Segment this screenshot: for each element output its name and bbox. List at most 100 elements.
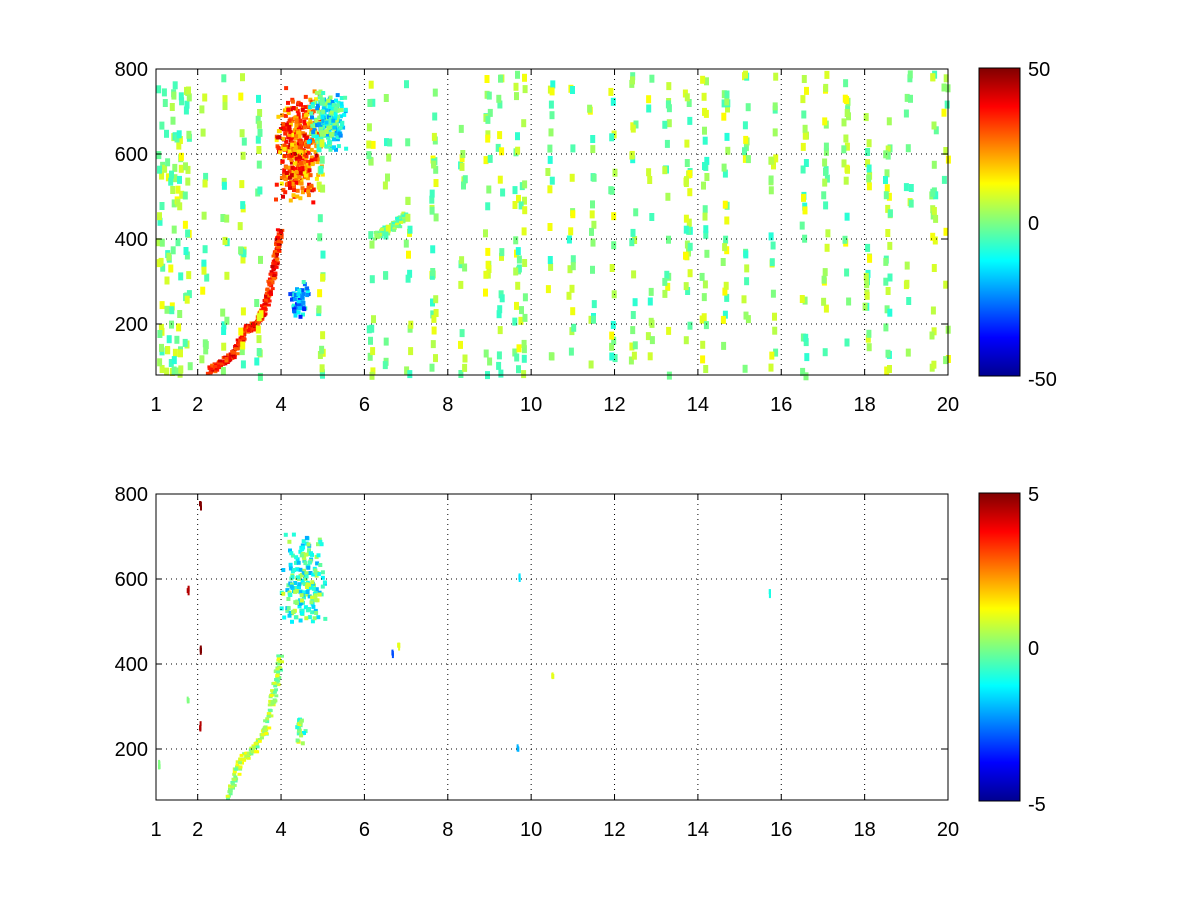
heatmap-cell [433, 295, 439, 304]
heatmap-cell [666, 371, 672, 380]
heatmap-cell [803, 338, 809, 347]
y-tick-labels-top: 200 400 600 800 [115, 59, 948, 336]
heatmap-cell [304, 149, 309, 154]
heatmap-cell [722, 169, 728, 178]
heatmap-cell [771, 161, 776, 170]
heatmap-cell [702, 280, 708, 289]
heatmap-cell [589, 227, 594, 236]
heatmap-cell [370, 98, 376, 107]
heatmap-cell [301, 292, 306, 297]
heatmap-cell [263, 298, 268, 302]
heatmap-cell [590, 145, 596, 154]
heatmap-cell [291, 610, 296, 615]
heatmap-cell [199, 649, 202, 655]
heatmap-cell [314, 134, 319, 139]
heatmap-cell [741, 295, 747, 304]
heatmap-cell [224, 316, 230, 325]
heatmap-cell [270, 281, 275, 285]
heatmap-cell [368, 80, 374, 89]
heatmap-cell [430, 310, 436, 319]
heatmap-cell [721, 341, 727, 350]
heatmap-cell [885, 204, 891, 213]
heatmap-cell [887, 241, 893, 250]
heatmap-cell [311, 104, 315, 109]
heatmap-cell [175, 185, 181, 194]
heatmap-cell [334, 147, 338, 152]
heatmap-cell [288, 136, 293, 141]
heatmap-cell [273, 699, 278, 703]
heatmap-cell [566, 291, 572, 300]
heatmap-cell [305, 160, 310, 164]
heatmap-cell [590, 135, 596, 143]
heatmap-cell [280, 660, 284, 664]
heatmap-cell [203, 172, 209, 181]
heatmap-cell [290, 297, 294, 302]
heatmap-cell [254, 320, 259, 324]
heatmap-cell [298, 196, 303, 201]
heatmap-cell [170, 116, 176, 125]
heatmap-cell [703, 321, 709, 330]
heatmap-cell [220, 308, 226, 317]
heatmap-cell [185, 229, 191, 238]
heatmap-cell [332, 137, 336, 142]
heatmap-cell [551, 674, 554, 680]
heatmap-cell [335, 123, 340, 128]
heatmap-cell [185, 177, 191, 186]
heatmap-cell [568, 227, 574, 236]
heatmap-cell [804, 86, 809, 95]
heatmap-cell [269, 694, 274, 697]
heatmap-cell [316, 140, 321, 145]
heatmap-cell [704, 156, 710, 165]
heatmap-cell [396, 219, 401, 223]
heatmap-cell [905, 144, 911, 153]
heatmap-cell [703, 365, 709, 373]
heatmap-cell [804, 353, 810, 362]
heatmap-cell [701, 293, 707, 302]
heatmap-cell [288, 548, 292, 553]
heatmap-cell [222, 236, 228, 245]
heatmap-cell [588, 360, 594, 369]
heatmap-cell [301, 539, 306, 544]
heatmap-cell [186, 86, 191, 95]
heatmap-cell [267, 294, 272, 298]
heatmap-cell [499, 252, 504, 261]
heatmap-cell [591, 173, 597, 182]
heatmap-cell [904, 261, 910, 270]
heatmap-cell [823, 201, 829, 210]
heatmap-cell [646, 104, 652, 113]
heatmap-cell [332, 131, 337, 136]
heatmap-cell [161, 88, 167, 97]
heatmap-cell [321, 91, 326, 95]
heatmap-cell [305, 585, 309, 589]
heatmap-cell [485, 247, 491, 256]
heatmap-cell [312, 139, 317, 144]
heatmap-cell [264, 732, 269, 735]
heatmap-cell [186, 290, 192, 299]
heatmap-cell [702, 126, 707, 135]
heatmap-cell [801, 110, 807, 119]
heatmap-cell [297, 306, 302, 311]
heatmap-cell [300, 186, 305, 191]
heatmap-cell [497, 305, 503, 314]
heatmap-cell [296, 302, 301, 306]
heatmap-cell [313, 593, 318, 598]
heatmap-cell [297, 727, 302, 732]
heatmap-cell [238, 338, 243, 342]
heatmap-cell [802, 234, 808, 243]
heatmap-cell [334, 118, 339, 123]
heatmap-cell [157, 358, 163, 367]
heatmap-cell [608, 87, 614, 96]
heatmap-cell [722, 310, 728, 319]
heatmap-cell [295, 188, 300, 193]
heatmap-cell [238, 765, 243, 769]
heatmap-cell [302, 582, 307, 586]
heatmap-cell [521, 345, 527, 354]
heatmap-cell [241, 758, 246, 761]
heatmap-cell [226, 353, 231, 357]
heatmap-cell [398, 645, 401, 651]
colorbar-tick-label: 50 [1028, 59, 1050, 81]
heatmap-cell [566, 235, 572, 244]
heatmap-cell [261, 733, 265, 737]
heatmap-cell [321, 109, 326, 114]
heatmap-cell [384, 138, 389, 147]
